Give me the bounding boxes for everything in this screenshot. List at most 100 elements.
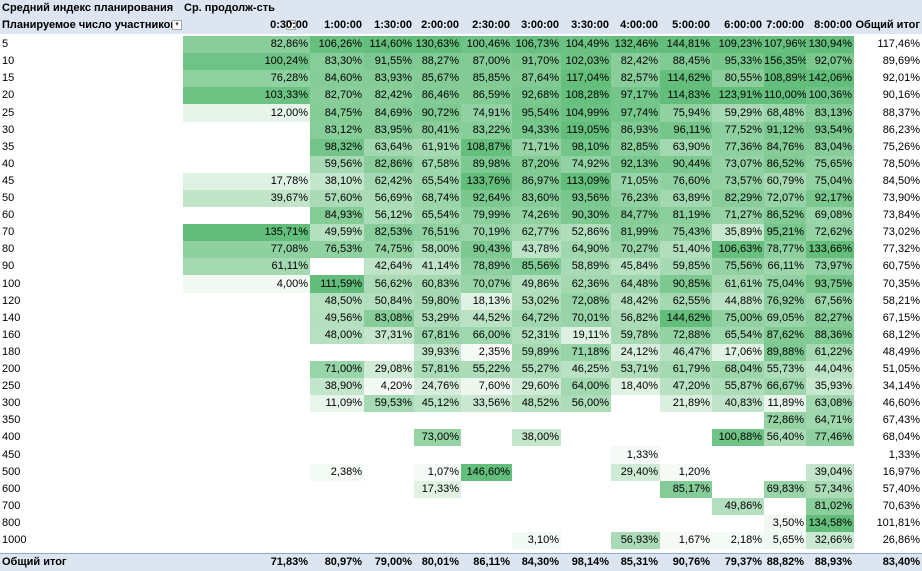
row-label[interactable]: 40: [2, 158, 15, 170]
data-cell[interactable]: 92,13%: [611, 156, 660, 173]
data-cell[interactable]: 56,62%: [364, 275, 414, 293]
data-cell[interactable]: 95,21%: [764, 224, 806, 241]
data-cell[interactable]: 71,27%: [712, 207, 764, 224]
data-cell[interactable]: 81,02%: [806, 498, 854, 515]
row-label[interactable]: 160: [2, 329, 21, 341]
data-cell[interactable]: 55,22%: [461, 361, 512, 378]
data-cell[interactable]: [561, 446, 611, 464]
data-cell[interactable]: 18,13%: [461, 293, 512, 310]
data-cell[interactable]: 100,24%: [183, 53, 310, 70]
data-cell[interactable]: 87,20%: [512, 156, 561, 173]
data-cell[interactable]: 75,04%: [764, 275, 806, 293]
row-grand-total[interactable]: 86,23%: [882, 124, 920, 136]
data-cell[interactable]: [806, 446, 854, 464]
data-cell[interactable]: 43,78%: [512, 241, 561, 258]
data-cell[interactable]: [310, 481, 364, 498]
data-cell[interactable]: 72,88%: [660, 327, 712, 344]
overall-grand-total[interactable]: 83,40%: [882, 556, 920, 568]
data-cell[interactable]: [561, 515, 611, 532]
row-grand-total[interactable]: 77,32%: [882, 243, 920, 255]
data-cell[interactable]: 29,60%: [512, 378, 561, 395]
data-cell[interactable]: 82,27%: [806, 310, 854, 327]
data-cell[interactable]: 86,46%: [414, 87, 461, 104]
data-cell[interactable]: 75,94%: [660, 104, 712, 122]
data-cell[interactable]: [611, 481, 660, 498]
data-cell[interactable]: 48,52%: [512, 395, 561, 412]
data-cell[interactable]: 100,36%: [806, 87, 854, 104]
data-cell[interactable]: 72,07%: [764, 190, 806, 207]
row-grand-total[interactable]: 1,33%: [888, 449, 920, 461]
data-cell[interactable]: 92,07%: [806, 53, 854, 70]
data-cell[interactable]: 69,05%: [764, 310, 806, 327]
data-cell[interactable]: 156,35%: [764, 53, 806, 70]
data-cell[interactable]: 66,00%: [461, 327, 512, 344]
column-grand-total[interactable]: 85,31%: [620, 556, 658, 568]
data-cell[interactable]: 66,67%: [764, 378, 806, 395]
data-cell[interactable]: 57,60%: [310, 190, 364, 207]
row-label[interactable]: 120: [2, 295, 21, 307]
data-cell[interactable]: 56,00%: [561, 395, 611, 412]
column-grand-total[interactable]: 88,82%: [766, 556, 804, 568]
data-cell[interactable]: 98,32%: [310, 139, 364, 156]
data-cell[interactable]: 65,54%: [712, 327, 764, 344]
row-label[interactable]: 500: [2, 466, 21, 478]
data-cell[interactable]: 135,71%: [183, 224, 310, 241]
column-header[interactable]: 3:30:00: [571, 19, 609, 31]
data-cell[interactable]: [310, 412, 364, 429]
data-cell[interactable]: 81,19%: [660, 207, 712, 224]
data-cell[interactable]: 55,27%: [512, 361, 561, 378]
column-grand-total[interactable]: 71,83%: [270, 556, 308, 568]
row-grand-total[interactable]: 117,46%: [877, 38, 920, 50]
row-grand-total[interactable]: 26,86%: [882, 534, 920, 546]
data-cell[interactable]: 72,86%: [764, 412, 806, 429]
data-cell[interactable]: 84,60%: [310, 70, 364, 87]
data-cell[interactable]: 40,83%: [712, 395, 764, 412]
row-label[interactable]: 300: [2, 397, 21, 409]
data-cell[interactable]: [764, 446, 806, 464]
data-cell[interactable]: 5,65%: [764, 532, 806, 549]
data-cell[interactable]: 70,27%: [611, 241, 660, 258]
data-cell[interactable]: 66,11%: [764, 258, 806, 275]
data-cell[interactable]: 70,01%: [561, 310, 611, 327]
data-cell[interactable]: 74,91%: [461, 104, 512, 122]
data-cell[interactable]: [461, 412, 512, 429]
data-cell[interactable]: 48,42%: [611, 293, 660, 310]
row-grand-total[interactable]: 51,05%: [882, 363, 920, 375]
data-cell[interactable]: [183, 481, 310, 498]
data-cell[interactable]: 82,57%: [611, 70, 660, 87]
row-label[interactable]: 20: [2, 89, 15, 101]
data-cell[interactable]: 62,36%: [561, 275, 611, 293]
data-cell[interactable]: 52,86%: [561, 224, 611, 241]
data-cell[interactable]: 76,51%: [414, 224, 461, 241]
data-cell[interactable]: 97,74%: [611, 104, 660, 122]
data-cell[interactable]: 68,48%: [764, 104, 806, 122]
row-grand-total[interactable]: 75,26%: [882, 141, 920, 153]
data-cell[interactable]: 100,46%: [461, 36, 512, 53]
data-cell[interactable]: 42,64%: [364, 258, 414, 275]
data-cell[interactable]: 85,85%: [461, 70, 512, 87]
data-cell[interactable]: 35,93%: [806, 378, 854, 395]
column-grand-total[interactable]: 79,37%: [724, 556, 762, 568]
data-cell[interactable]: 88,27%: [414, 53, 461, 70]
data-cell[interactable]: 48,00%: [310, 327, 364, 344]
data-cell[interactable]: 45,12%: [414, 395, 461, 412]
data-cell[interactable]: 59,29%: [712, 104, 764, 122]
data-cell[interactable]: [461, 446, 512, 464]
row-label[interactable]: 35: [2, 141, 15, 153]
data-cell[interactable]: [611, 515, 660, 532]
data-cell[interactable]: 107,96%: [764, 36, 806, 53]
data-cell[interactable]: 78,77%: [764, 241, 806, 258]
data-cell[interactable]: 64,71%: [806, 412, 854, 429]
row-grand-total[interactable]: 67,15%: [882, 312, 920, 324]
data-cell[interactable]: [183, 344, 310, 361]
data-cell[interactable]: [310, 429, 364, 446]
data-cell[interactable]: 52,31%: [512, 327, 561, 344]
data-cell[interactable]: [364, 498, 414, 515]
row-grand-total[interactable]: 34,14%: [882, 380, 920, 392]
data-cell[interactable]: 73,57%: [712, 173, 764, 190]
data-cell[interactable]: [183, 446, 310, 464]
data-cell[interactable]: 103,33%: [183, 87, 310, 104]
data-cell[interactable]: [561, 481, 611, 498]
data-cell[interactable]: 67,58%: [414, 156, 461, 173]
row-grand-total[interactable]: 70,35%: [882, 278, 920, 290]
